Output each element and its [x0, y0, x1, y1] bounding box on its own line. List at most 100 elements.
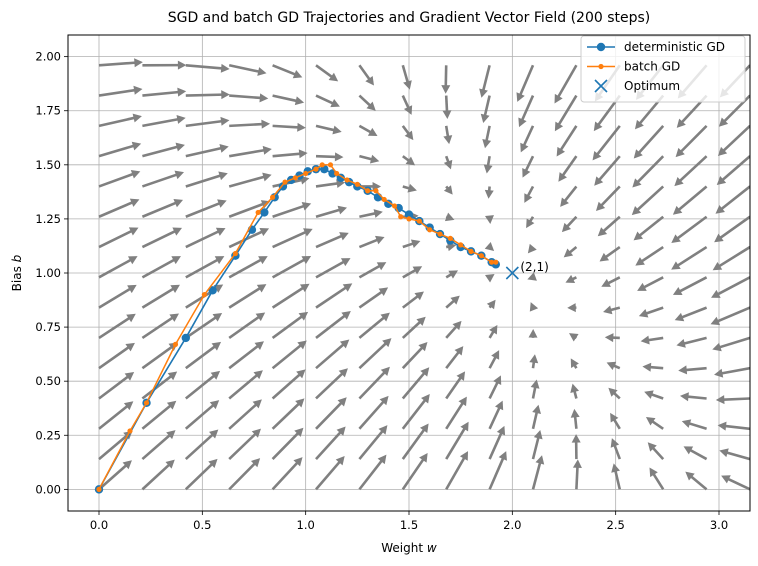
gradient-arrow — [98, 313, 136, 339]
gradient-arrow — [526, 216, 535, 229]
gradient-arrow — [445, 295, 460, 309]
y-tick-label: 1.50 — [35, 158, 61, 172]
x-axis-title: Weight w — [381, 541, 437, 555]
gradient-arrow — [610, 438, 622, 460]
gradient-arrow — [315, 455, 345, 491]
gradient-arrow — [402, 266, 423, 279]
legend-entry: deterministic GD — [587, 40, 725, 54]
gradient-arrow — [567, 303, 577, 313]
gradient-arrow — [401, 423, 429, 460]
gradient-arrow — [315, 283, 353, 309]
gradient-arrow — [98, 198, 140, 218]
gradient-arrow — [647, 442, 665, 460]
y-tick-label: 1.00 — [35, 266, 61, 280]
gradient-arrow — [631, 185, 665, 216]
gradient-arrow — [271, 283, 310, 309]
gradient-arrow — [531, 429, 543, 460]
gradient-arrow — [488, 324, 498, 339]
data-point — [437, 231, 443, 237]
x-tick-label: 0.5 — [193, 518, 211, 532]
gradient-arrow — [184, 370, 221, 400]
legend-box — [580, 35, 746, 103]
data-point — [319, 162, 325, 168]
gradient-arrow — [271, 369, 306, 400]
data-point — [143, 400, 150, 406]
data-point — [489, 259, 495, 265]
gradient-arrow — [271, 457, 303, 491]
gradient-arrow — [271, 427, 304, 460]
gradient-arrow — [443, 125, 453, 145]
gradient-arrow — [717, 124, 750, 156]
y-axis-title: Bias b — [10, 254, 24, 291]
gradient-arrow — [714, 366, 750, 378]
gradient-arrow — [674, 155, 708, 187]
gradient-arrow — [358, 124, 378, 136]
data-point — [270, 194, 276, 200]
gradient-arrow — [185, 199, 227, 218]
gradient-arrow — [228, 399, 262, 430]
x-tick-label: 2.5 — [607, 518, 625, 532]
data-point — [260, 208, 269, 217]
gradient-arrow — [520, 125, 535, 153]
gradient-arrow — [445, 270, 459, 279]
optimum-annotation: (2,1) — [520, 260, 548, 274]
y-tick-label: 0.00 — [35, 482, 61, 496]
gradient-arrow — [271, 340, 307, 370]
gradient-arrow — [229, 93, 269, 103]
data-point — [255, 209, 261, 216]
gradient-arrow — [184, 400, 220, 430]
gradient-arrow — [527, 272, 537, 281]
x-tick-label: 1.0 — [297, 518, 315, 532]
gradient-arrow — [527, 243, 537, 254]
gradient-arrow — [98, 113, 142, 128]
gradient-arrow — [358, 454, 387, 491]
gradient-arrow — [185, 90, 230, 100]
gradient-arrow — [565, 274, 577, 283]
gradient-arrow — [672, 276, 708, 295]
gradient-arrow — [638, 306, 664, 318]
gradient-arrow — [556, 125, 578, 157]
gradient-arrow — [642, 362, 664, 372]
gradient-arrow — [98, 460, 132, 491]
gradient-arrow — [315, 339, 350, 370]
gradient-arrow — [228, 145, 272, 158]
gradient-arrow — [272, 202, 312, 218]
gradient-arrow — [141, 342, 179, 370]
gradient-arrow — [522, 155, 535, 178]
data-point — [232, 250, 238, 257]
gradient-arrow — [674, 306, 708, 322]
legend-label: batch GD — [624, 60, 680, 74]
gradient-arrow — [640, 335, 664, 345]
gradient-arrow — [228, 172, 272, 188]
gradient-arrow — [358, 262, 387, 279]
gradient-arrow — [597, 215, 621, 237]
gradient-arrow — [441, 65, 451, 94]
gradient-arrow — [228, 312, 266, 339]
gradient-arrow — [488, 451, 507, 490]
data-point — [373, 188, 379, 194]
data-point — [344, 177, 350, 183]
gradient-arrow — [402, 155, 416, 166]
gradient-arrow — [445, 451, 469, 491]
gradient-arrow — [98, 256, 138, 279]
gradient-arrow — [676, 336, 707, 348]
gradient-arrow — [712, 336, 750, 352]
gradient-arrow — [611, 463, 622, 490]
gradient-arrow — [680, 392, 707, 402]
gradient-arrow — [98, 85, 143, 97]
gradient-arrow — [524, 185, 535, 203]
gradient-arrow — [229, 119, 271, 129]
gradient-arrow — [185, 256, 225, 279]
gradient-arrow — [358, 425, 388, 460]
gradient-arrow — [141, 313, 179, 339]
data-point — [181, 333, 190, 343]
trajectory-series — [94, 162, 519, 494]
gradient-arrow — [678, 365, 707, 375]
gradient-arrow — [594, 155, 621, 186]
gradient-arrow — [185, 143, 229, 158]
gradient-arrow — [315, 205, 347, 218]
gradient-arrow — [141, 400, 177, 430]
gradient-arrow — [443, 155, 453, 170]
data-point — [292, 175, 298, 181]
gradient-arrow — [142, 60, 187, 70]
